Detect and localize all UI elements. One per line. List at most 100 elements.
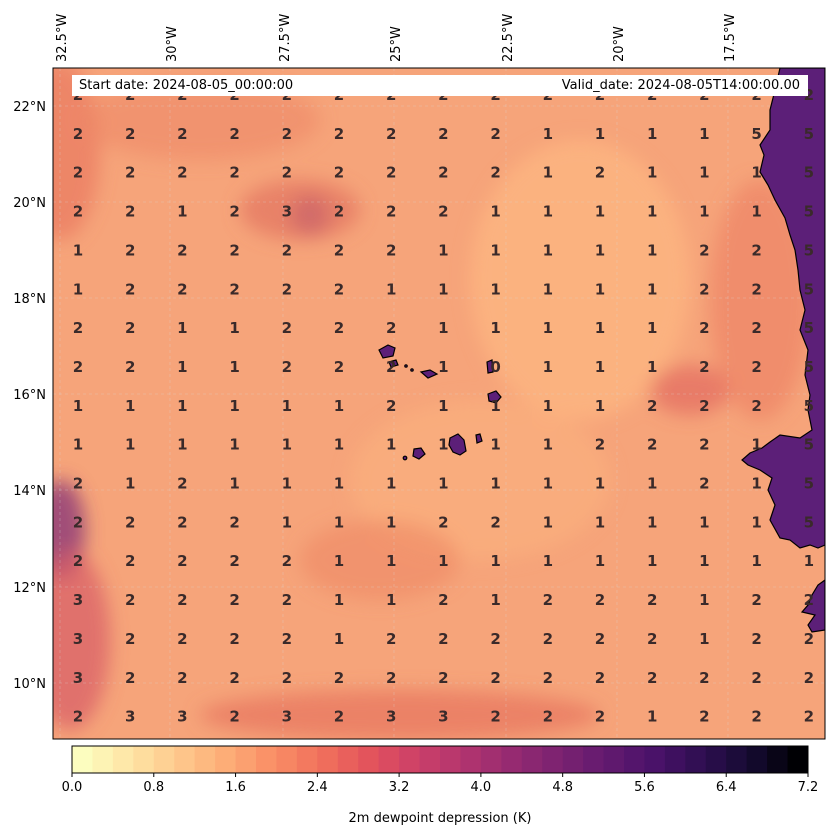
field-texture [53,68,810,739]
valid-date: Valid_date: 2024-08-05T14:00:00.00 [561,78,800,93]
grid-value: 1 [490,591,500,609]
grid-value: 1 [699,552,709,570]
grid-value: 1 [751,552,761,570]
colorbar-tick-label: 1.6 [225,780,246,795]
grid-value: 1 [647,319,657,337]
colorbar-cell [787,746,809,773]
grid-value: 2 [334,669,344,687]
grid-value: 2 [125,358,135,376]
grid-value: 1 [282,513,292,531]
grid-value: 1 [751,203,761,221]
grid-value: 1 [490,241,500,259]
grid-value: 2 [282,591,292,609]
grid-value: 1 [177,436,187,454]
gridlines [53,68,825,739]
grid-value: 1 [490,436,500,454]
grid-value: 2 [438,630,448,648]
grid-value: 2 [73,358,83,376]
grid-value: 1 [386,436,396,454]
grid-value: 2 [386,319,396,337]
colorbar-cell [746,746,768,773]
grid-value: 1 [490,397,500,415]
grid-value: 1 [229,319,239,337]
grid-value: 1 [751,164,761,182]
grid-value: 1 [334,475,344,493]
grid-value: 1 [751,436,761,454]
grid-value: 1 [438,280,448,298]
grid-value: 1 [543,203,553,221]
grid-value: 2 [125,164,135,182]
grid-value: 2 [543,669,553,687]
grid-value: 2 [647,397,657,415]
grid-value: 1 [490,475,500,493]
grid-value: 5 [804,436,814,454]
colorbar-ticks: 0.0 0.8 1.6 2.4 3.2 4.0 4.8 5.6 6.4 7.2 [62,773,818,795]
grid-value: 2 [595,436,605,454]
colorbar-cell [705,746,727,773]
lat-label: 14°N [13,484,46,499]
grid-value: 1 [177,358,187,376]
lon-label: 30°W [165,26,180,62]
lat-label: 18°N [13,292,46,307]
grid-value: 1 [595,358,605,376]
grid-value: 1 [282,436,292,454]
grid-value: 1 [699,630,709,648]
grid-value: 2 [804,86,814,104]
grid-value: 1 [386,475,396,493]
grid-value: 1 [229,436,239,454]
grid-value: 1 [386,280,396,298]
grid-value: 1 [647,475,657,493]
colorbar-cell [767,746,789,773]
grid-value: 1 [595,475,605,493]
grid-value: 2 [490,630,500,648]
grid-value: 2 [229,125,239,143]
grid-value: 5 [751,125,761,143]
grid-value: 1 [699,203,709,221]
grid-value: 2 [751,708,761,726]
grid-value: 1 [595,241,605,259]
grid-value: 2 [751,591,761,609]
grid-value: 1 [438,358,448,376]
grid-value: 2 [386,358,396,376]
grid-value: 5 [804,358,814,376]
grid-value: 2 [282,319,292,337]
colorbar-cell [358,746,380,773]
grid-value: 1 [595,203,605,221]
grid-value: 1 [438,552,448,570]
colorbar-cells [72,746,809,773]
grid-value: 1 [229,397,239,415]
grid-value: 2 [647,669,657,687]
grid-value: 2 [334,708,344,726]
grid-value: 1 [647,280,657,298]
grid-value: 1 [751,475,761,493]
grid-value: 2 [334,280,344,298]
grid-value: 1 [647,125,657,143]
colorbar-cell [603,746,625,773]
grid-value: 1 [647,513,657,531]
grid-value: 1 [647,164,657,182]
grid-value: 2 [125,203,135,221]
start-date: Start date: 2024-08-05_00:00:00 [79,78,294,93]
grid-value: 2 [595,708,605,726]
grid-value: 1 [490,203,500,221]
grid-value: 2 [125,669,135,687]
grid-value: 2 [229,708,239,726]
grid-value: 2 [229,164,239,182]
grid-value: 2 [751,630,761,648]
grid-value: 2 [751,280,761,298]
grid-value: 1 [386,513,396,531]
colorbar-cell [685,746,707,773]
grid-value: 2 [73,203,83,221]
grid-value: 1 [647,241,657,259]
grid-value: 1 [543,280,553,298]
grid-value: 2 [751,669,761,687]
grid-value: 0 [490,358,500,376]
grid-value: 2 [282,164,292,182]
grid-value: 1 [490,319,500,337]
grid-value: 2 [438,164,448,182]
grid-value: 1 [334,513,344,531]
grid-value: 3 [73,630,83,648]
grid-value: 2 [73,164,83,182]
grid-value: 2 [125,513,135,531]
colorbar-cell [664,746,686,773]
